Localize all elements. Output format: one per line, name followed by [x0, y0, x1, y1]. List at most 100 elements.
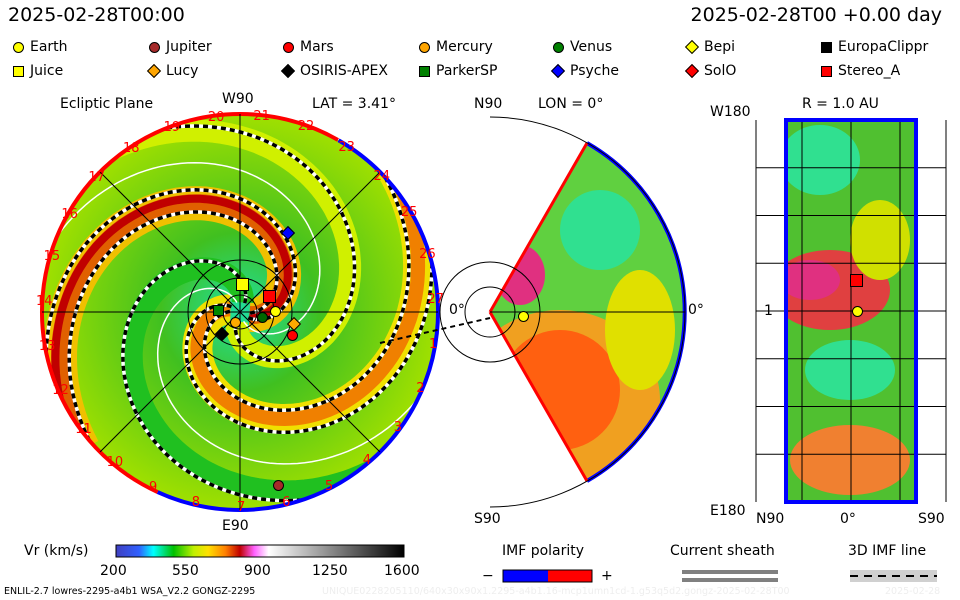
radial-bottom-label: E180 — [710, 503, 746, 519]
current-sheath-line — [682, 570, 778, 574]
carrington-label: 5 — [324, 478, 334, 494]
imf-polarity-boundary — [40, 112, 339, 494]
carrington-label: 12 — [52, 382, 69, 398]
stereo-a-marker-radial — [850, 274, 863, 287]
footer-date: 2025-02-28 — [885, 586, 941, 597]
jupiter-marker — [273, 480, 284, 491]
carrington-label: 6 — [282, 494, 291, 510]
colorbar-tick: 1600 — [384, 563, 420, 579]
carrington-label: 20 — [207, 109, 225, 125]
imf-minus: − — [482, 568, 494, 584]
stereo-a-marker — [263, 290, 276, 303]
spiral-band — [51, 194, 292, 434]
colorbar-tick: 1250 — [312, 563, 348, 579]
radial-x-label-0: 0° — [840, 511, 856, 527]
spiral-band — [103, 119, 362, 369]
legend-label: OSIRIS-APEX — [300, 63, 388, 79]
spiral-band — [67, 210, 279, 479]
model-info: ENLIL-2.7 lowres-2295-a4b1 WSA_V2.2 GONG… — [4, 586, 256, 597]
meridional-wedge — [439, 116, 687, 508]
legend-label: Bepi — [704, 39, 735, 55]
distance-ring — [187, 259, 293, 365]
carrington-label: 18 — [123, 140, 140, 156]
carrington-label: 3 — [393, 420, 403, 436]
spiral-band — [44, 188, 298, 397]
spiral-band — [156, 287, 438, 465]
latitude-label: LAT = 3.41° — [312, 96, 396, 112]
carrington-label: 16 — [61, 207, 78, 222]
longitude-label: LON = 0° — [538, 96, 604, 112]
legend-label: Earth — [30, 39, 68, 55]
ecliptic-disk — [40, 112, 440, 512]
spiral-band — [121, 259, 346, 503]
imf-plus: + — [601, 568, 613, 584]
legend-label: Lucy — [166, 63, 199, 79]
spiral-band — [184, 219, 434, 435]
venus-legend-circle-icon — [553, 42, 564, 53]
earth-marker — [270, 306, 281, 317]
legend-label: ParkerSP — [436, 63, 498, 79]
ecliptic-right-label: 0° — [449, 302, 465, 318]
imf-polarity-bar — [502, 569, 593, 583]
meridional-right-label: 0° — [688, 302, 704, 318]
parkersp-marker — [213, 305, 224, 316]
radial-x-label-s90: S90 — [918, 511, 945, 527]
carrington-label: 10 — [106, 454, 124, 470]
legend-label: EuropaClippr — [838, 39, 929, 55]
current-sheath-title: Current sheath — [670, 543, 775, 559]
legend-label: Jupiter — [166, 39, 212, 55]
imf-polarity-boundary — [156, 138, 440, 512]
earth-legend-circle-icon — [13, 42, 24, 53]
legend-label: Stereo_A — [838, 63, 901, 79]
venus-marker — [257, 312, 268, 323]
mercury-marker — [230, 317, 241, 328]
carrington-label: 13 — [38, 339, 56, 355]
carrington-label: 14 — [36, 293, 53, 309]
imf-line-title: 3D IMF line — [848, 543, 927, 559]
carrington-label: 8 — [191, 495, 201, 510]
juice-marker — [236, 278, 249, 291]
carrington-label: 17 — [88, 170, 105, 186]
carrington-label: 2 — [416, 380, 425, 396]
legend-label: Juice — [30, 63, 64, 79]
carrington-label: 1 — [429, 336, 438, 352]
radial-map — [755, 118, 947, 504]
carrington-label: 9 — [148, 479, 158, 495]
earth-marker-meridional — [518, 311, 529, 322]
legend-label: Mercury — [436, 39, 493, 55]
carrington-label: 22 — [297, 119, 315, 135]
radial-top-label: W180 — [710, 104, 751, 120]
radial-mid-label: 1 — [764, 303, 773, 319]
mercury-legend-circle-icon — [419, 42, 430, 53]
europaclippr-legend-square-icon — [821, 42, 832, 53]
carrington-label: 7 — [236, 500, 246, 515]
carrington-label: 19 — [163, 120, 181, 136]
right-timestamp: 2025-02-28T00 +0.00 day — [690, 4, 942, 26]
carrington-label: 11 — [75, 422, 92, 437]
carrington-label: 25 — [400, 205, 418, 220]
carrington-label: 21 — [253, 109, 270, 125]
legend-label: Venus — [570, 39, 613, 55]
spiral-band — [190, 165, 426, 427]
radial-x-label-n90: N90 — [756, 511, 785, 527]
imf-polarity-title: IMF polarity — [502, 543, 585, 559]
legend-label: Psyche — [570, 63, 619, 79]
ecliptic-top-label: W90 — [222, 91, 254, 107]
colorbar-tick: 200 — [100, 563, 127, 579]
colorbar — [115, 544, 405, 558]
mars-marker — [287, 330, 298, 341]
juice-legend-square-icon — [13, 66, 24, 77]
colorbar-tick: 550 — [172, 563, 199, 579]
jupiter-legend-circle-icon — [149, 42, 160, 53]
spiral-band — [120, 257, 384, 503]
run-id: UNIQUE0228205110/640x30x90x1.2295-a4b1.1… — [322, 586, 790, 597]
carrington-label: 24 — [373, 168, 391, 184]
mars-legend-circle-icon — [283, 42, 294, 53]
colorbar-tick: 900 — [244, 563, 271, 579]
stereo-a-legend-square-icon — [821, 66, 832, 77]
ecliptic-bottom-label: E90 — [222, 518, 249, 534]
parkersp-legend-square-icon — [419, 66, 430, 77]
legend-label: SolO — [704, 63, 737, 79]
carrington-label: 26 — [419, 246, 436, 262]
colorbar-label: Vr (km/s) — [24, 543, 89, 559]
